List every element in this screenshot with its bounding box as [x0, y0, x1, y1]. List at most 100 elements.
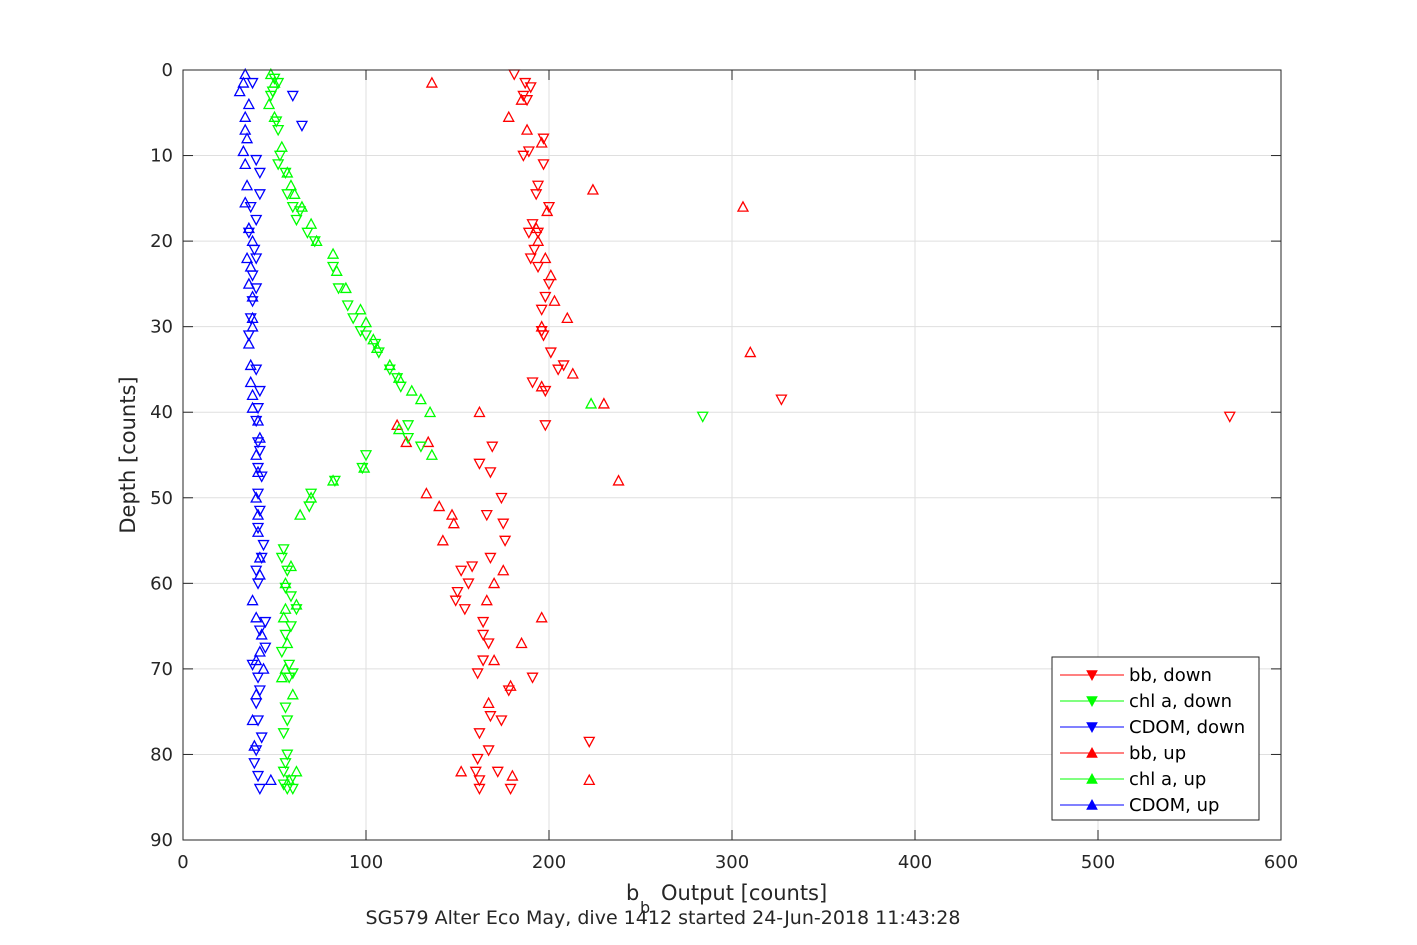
data-point: [482, 638, 495, 650]
data-point: [504, 679, 517, 691]
y-tick-label: 0: [162, 60, 173, 81]
data-point: [332, 283, 345, 295]
data-point: [425, 448, 438, 460]
data-point: [268, 76, 281, 88]
data-point: [250, 214, 263, 227]
data-point: [486, 441, 499, 453]
data-point: [240, 179, 254, 191]
data-point: [253, 645, 266, 657]
data-point: [480, 594, 493, 606]
data-point: [259, 616, 272, 629]
data-point: [696, 411, 709, 423]
data-point: [277, 544, 290, 556]
data-point: [552, 364, 565, 376]
data-point: [535, 611, 548, 623]
data-point: [279, 576, 292, 589]
data-point: [515, 636, 528, 649]
data-point: [597, 397, 610, 409]
data-point: [257, 662, 270, 674]
data-point: [544, 347, 557, 359]
data-point: [246, 77, 259, 90]
data-point: [530, 189, 543, 201]
data-point: [391, 373, 404, 385]
legend: bb, down chl a, down CDOM, down bb, up chl a…: [1051, 656, 1260, 821]
y-tick-label: 60: [150, 573, 173, 594]
data-point: [504, 783, 517, 796]
data-point: [392, 371, 406, 383]
data-point: [531, 261, 545, 274]
data-point: [583, 773, 596, 786]
series-3: [262, 67, 598, 786]
data-point: [248, 758, 261, 770]
data-point: [286, 90, 299, 103]
data-point: [251, 508, 265, 520]
data-point: [279, 662, 292, 674]
data-point: [477, 655, 490, 667]
data-point: [246, 401, 259, 413]
data-point: [488, 576, 501, 589]
data-point: [359, 450, 373, 462]
data-point: [255, 628, 268, 640]
data-point: [286, 688, 299, 700]
data-point: [347, 313, 360, 325]
x-axis-symbol: b: [626, 881, 639, 905]
data-point: [531, 180, 545, 192]
data-point: [473, 775, 486, 787]
legend-label: chl a, down: [1129, 691, 1232, 712]
data-point: [253, 189, 266, 201]
x-tick-label: 100: [349, 852, 383, 873]
data-point: [242, 277, 255, 289]
data-point: [253, 783, 266, 796]
data-point: [484, 552, 497, 565]
data-point: [535, 320, 548, 332]
data-point: [535, 136, 548, 148]
y-tick-label: 30: [150, 317, 173, 338]
data-point: [253, 551, 266, 563]
data-point: [242, 337, 255, 349]
data-point: [277, 766, 290, 778]
data-point: [506, 769, 519, 781]
data-point: [250, 491, 263, 503]
data-point: [250, 448, 263, 460]
data-point: [272, 159, 285, 171]
data-point: [515, 93, 528, 105]
data-point: [383, 358, 396, 371]
data-point: [279, 167, 292, 180]
data-point: [445, 508, 459, 520]
x-axis-label: Output [counts]: [661, 881, 827, 905]
data-point: [530, 221, 543, 234]
data-point: [462, 578, 475, 590]
y-tick-label: 70: [150, 659, 173, 680]
data-point: [517, 150, 530, 162]
data-point: [584, 397, 598, 409]
data-point: [275, 671, 288, 683]
data-point: [539, 420, 552, 432]
data-point: [295, 120, 309, 132]
data-point: [250, 154, 263, 167]
x-tick-label: 0: [177, 852, 188, 873]
data-point: [246, 713, 259, 726]
data-point: [244, 358, 257, 371]
legend-label: chl a, up: [1129, 769, 1206, 790]
data-point: [239, 110, 252, 122]
data-point: [495, 715, 508, 727]
data-point: [455, 565, 468, 577]
data-point: [425, 76, 438, 88]
legend-marker: [1086, 670, 1098, 682]
legend-marker: [1086, 772, 1098, 784]
data-point: [477, 616, 490, 629]
legend-label: bb, down: [1129, 665, 1212, 686]
data-point: [281, 636, 294, 649]
data-point: [498, 535, 512, 547]
data-point: [251, 770, 265, 783]
ticks: 0 100 200 300 400 500 600 0 10 20 30 40 50 60 70 80 90: [150, 60, 1298, 873]
legend-label: CDOM, down: [1129, 717, 1245, 738]
data-point: [561, 311, 574, 324]
data-point: [272, 124, 285, 137]
data-point: [328, 475, 341, 488]
data-point: [244, 313, 257, 325]
data-point: [326, 247, 340, 259]
data-point: [520, 123, 534, 135]
data-point: [246, 594, 259, 606]
